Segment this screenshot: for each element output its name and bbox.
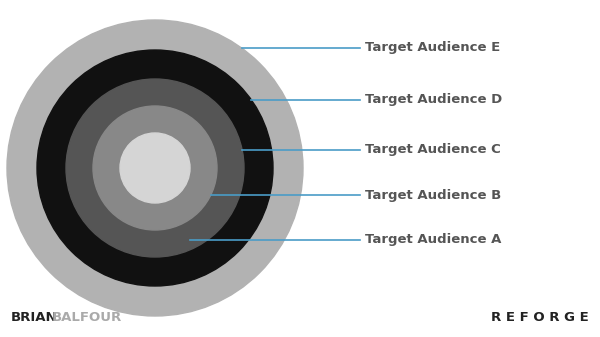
Text: Target Audience D: Target Audience D xyxy=(365,93,502,106)
Circle shape xyxy=(37,50,273,286)
Text: Target Audience E: Target Audience E xyxy=(365,41,500,55)
Circle shape xyxy=(7,20,303,316)
Circle shape xyxy=(66,79,244,257)
Text: BALFOUR: BALFOUR xyxy=(52,310,122,324)
Circle shape xyxy=(93,106,217,230)
Text: Target Audience A: Target Audience A xyxy=(365,234,502,246)
Text: R E F O R G E: R E F O R G E xyxy=(491,310,589,324)
Circle shape xyxy=(120,133,190,203)
Text: Target Audience C: Target Audience C xyxy=(365,144,501,156)
Text: Target Audience B: Target Audience B xyxy=(365,188,501,202)
Text: BRIAN: BRIAN xyxy=(11,310,58,324)
